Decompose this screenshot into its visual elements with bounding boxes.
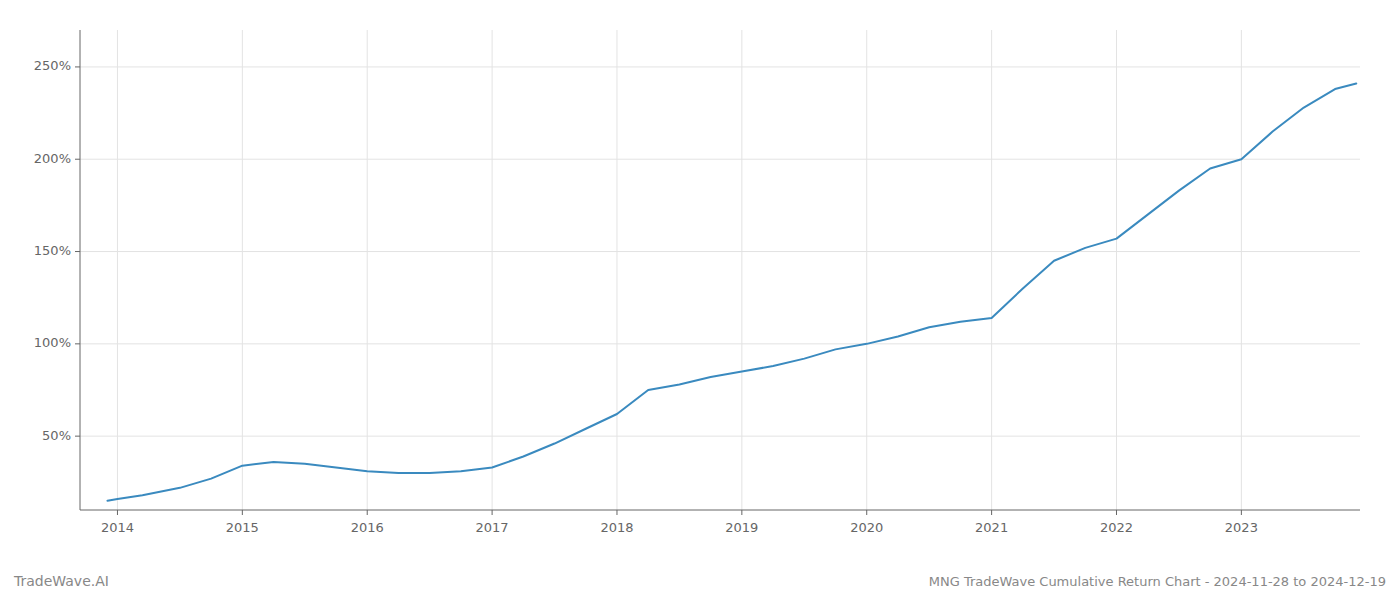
grid-line (741, 30, 742, 510)
tick-mark (75, 159, 80, 160)
tick-label: 2023 (1225, 520, 1258, 535)
tick-label: 2020 (850, 520, 883, 535)
grid-line (991, 30, 992, 510)
tick-mark (991, 510, 992, 515)
tick-label: 2014 (101, 520, 134, 535)
plot-area (107, 84, 1356, 501)
tick-label: 2015 (226, 520, 259, 535)
tick-label: 2016 (351, 520, 384, 535)
chart: 50% 100% 150% 200% 250% 2014 2015 2016 2017 2018 2… (0, 0, 1400, 600)
tick-mark (367, 510, 368, 515)
tick-label: 200% (34, 151, 71, 166)
grid-line (80, 251, 1360, 252)
x-axis-line (80, 510, 1360, 511)
tick-mark (75, 66, 80, 67)
tick-label: 2018 (600, 520, 633, 535)
grid-line (367, 30, 368, 510)
grid-line (242, 30, 243, 510)
tick-mark (1116, 510, 1117, 515)
data-line (107, 84, 1356, 501)
tick-mark (117, 510, 118, 515)
grid (80, 30, 1360, 510)
tick-mark (741, 510, 742, 515)
tick-label: 2022 (1100, 520, 1133, 535)
grid-line (80, 343, 1360, 344)
tick-label: 250% (34, 58, 71, 73)
tick-mark (616, 510, 617, 515)
grid-line (492, 30, 493, 510)
tick-label: 2021 (975, 520, 1008, 535)
tick-mark (866, 510, 867, 515)
grid-line (616, 30, 617, 510)
grid-line (1241, 30, 1242, 510)
grid-line (117, 30, 118, 510)
tick-label: 2019 (725, 520, 758, 535)
grid-line (80, 436, 1360, 437)
grid-line (866, 30, 867, 510)
axes: 50% 100% 150% 200% 250% 2014 2015 2016 2017 2018 2… (34, 30, 1360, 535)
tick-mark (492, 510, 493, 515)
tick-mark (75, 343, 80, 344)
tick-label: 50% (42, 428, 71, 443)
tick-mark (75, 251, 80, 252)
title: MNG TradeWave Cumulative Return Chart - … (929, 574, 1386, 589)
tick-mark (1241, 510, 1242, 515)
tick-mark (242, 510, 243, 515)
tick-label: 100% (34, 335, 71, 350)
grid-line (80, 159, 1360, 160)
grid-line (80, 66, 1360, 67)
y-axis-line (80, 30, 81, 510)
watermark: TradeWave.AI (13, 573, 109, 589)
grid-line (1116, 30, 1117, 510)
tick-label: 150% (34, 243, 71, 258)
tick-label: 2017 (476, 520, 509, 535)
tick-mark (75, 436, 80, 437)
